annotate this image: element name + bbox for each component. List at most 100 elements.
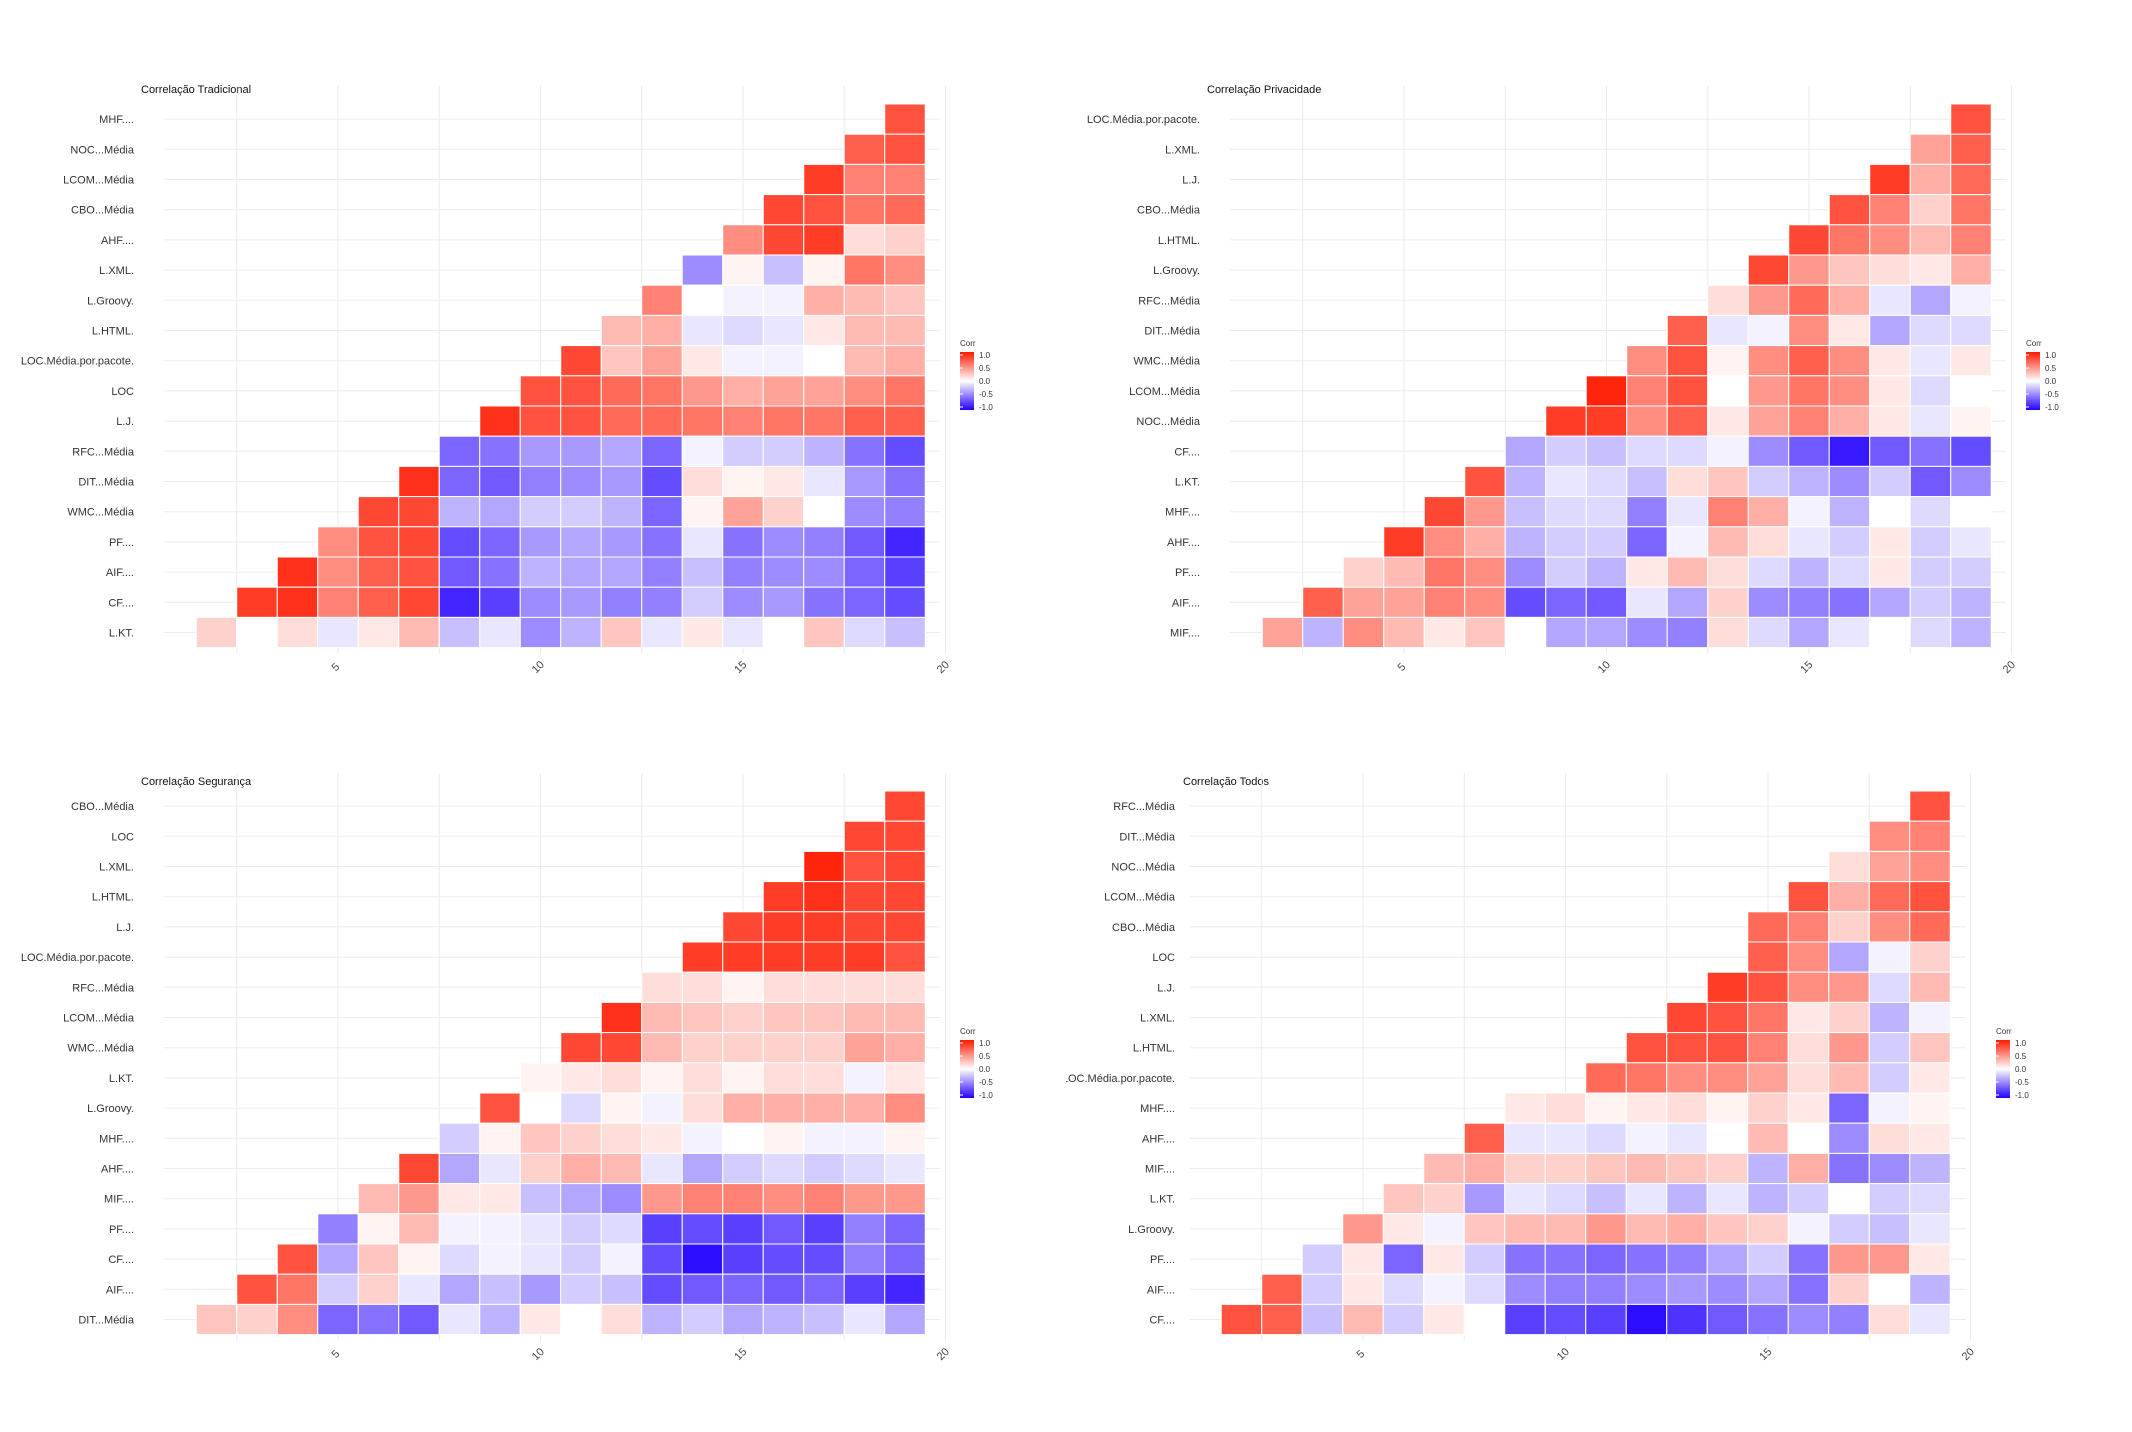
heatmap-tile: [803, 881, 845, 913]
heatmap-tile: [1869, 254, 1911, 286]
y-axis-label: CF....: [1174, 446, 1200, 458]
heatmap-tile: [1787, 1062, 1830, 1094]
x-axis-tick-label: 15: [732, 659, 749, 676]
legend-title: Corr: [1996, 1027, 2012, 1036]
heatmap-tile: [884, 1001, 926, 1034]
heatmap-tile: [1950, 133, 1992, 165]
legend-color-bar: [960, 352, 974, 410]
legend-label: -0.5: [2015, 1078, 2029, 1087]
heatmap-tile: [1788, 284, 1830, 316]
heatmap-tile: [1869, 556, 1911, 588]
heatmap-tile: [1747, 375, 1790, 407]
heatmap-tile: [1950, 284, 1992, 316]
y-axis-label: L.J.: [116, 416, 134, 428]
heatmap-tile: [1544, 1122, 1587, 1154]
heatmap-tile: [1747, 1273, 1789, 1305]
heatmap-tile: [1625, 1152, 1668, 1185]
y-axis-label: LCOM...Média: [63, 1013, 135, 1025]
heatmap-tile: [560, 1092, 602, 1124]
heatmap-tile: [560, 1213, 602, 1245]
heatmap-tile: [1585, 1273, 1627, 1305]
heatmap-tile: [641, 586, 683, 618]
heatmap-tile: [1828, 435, 1871, 467]
heatmap-tile: [1950, 314, 1992, 347]
heatmap-tile: [843, 314, 886, 347]
heatmap-tile: [762, 1001, 805, 1034]
heatmap-tile: [1869, 465, 1911, 498]
heatmap-tile: [641, 556, 683, 588]
heatmap-tile: [884, 496, 926, 528]
heatmap-tile: [1747, 405, 1790, 437]
heatmap-tile: [803, 254, 845, 286]
heatmap-tile: [1787, 1273, 1830, 1305]
heatmap-tile: [884, 163, 926, 196]
heatmap-tile: [1909, 496, 1952, 528]
y-axis-label: MHF....: [99, 114, 134, 126]
chart-title: Correlação Tradicional: [141, 84, 251, 96]
heatmap-tile: [1868, 820, 1911, 852]
heatmap-tile: [398, 526, 440, 558]
heatmap-panel-all: Correlação Todos RFC...Média DIT...Média N…: [1066, 716, 2132, 1432]
heatmap-tile: [438, 1183, 481, 1215]
heatmap-tile: [884, 1213, 926, 1245]
heatmap-tile: [762, 284, 805, 316]
heatmap-tile: [1788, 496, 1830, 528]
heatmap-tile: [1868, 881, 1911, 913]
heatmap-tile: [803, 1243, 845, 1275]
y-axis-label: AIF....: [106, 1284, 134, 1296]
heatmap-tile: [884, 465, 926, 498]
heatmap-tile: [1869, 586, 1911, 618]
heatmap-tile: [884, 1122, 926, 1154]
heatmap-tile: [1261, 1303, 1303, 1336]
heatmap-tile: [843, 586, 886, 618]
heatmap-tile: [1504, 1303, 1546, 1336]
heatmap-tile: [803, 616, 845, 649]
heatmap-tile: [722, 284, 764, 316]
heatmap-tile: [762, 224, 805, 256]
heatmap-tile: [1706, 1183, 1749, 1215]
heatmap-tile: [1423, 586, 1466, 618]
heatmap-tile: [276, 1273, 319, 1305]
heatmap-tile: [641, 971, 683, 1003]
heatmap-tile: [1504, 1122, 1546, 1154]
heatmap-tile: [681, 586, 724, 618]
heatmap-tile: [1787, 1303, 1830, 1336]
heatmap-tile: [843, 133, 886, 165]
heatmap-tile: [1625, 1273, 1668, 1305]
heatmap-tile: [1828, 1032, 1870, 1064]
y-axis-label: CBO...Média: [1137, 205, 1201, 217]
heatmap-tile: [1828, 1273, 1870, 1305]
heatmap-tile: [762, 911, 805, 943]
heatmap-tile: [884, 1303, 926, 1336]
heatmap-tile: [1868, 1062, 1911, 1094]
x-axis-tick-label: 20: [935, 1346, 952, 1363]
legend-label: -0.5: [2045, 390, 2059, 399]
heatmap-tile: [681, 1243, 724, 1275]
heatmap-tile: [1585, 465, 1628, 498]
heatmap-tile: [884, 820, 926, 852]
y-axis-label: LOC.Média.por.pacote.: [1066, 1073, 1175, 1085]
heatmap-tile: [1706, 1213, 1749, 1245]
heatmap-tile: [560, 435, 602, 467]
heatmap-tile: [1706, 1303, 1749, 1336]
heatmap-tile: [479, 1092, 521, 1124]
x-axis-tick-label: 20: [2001, 659, 2018, 676]
heatmap-tile: [438, 616, 481, 649]
heatmap-tile: [762, 971, 805, 1003]
heatmap-tile: [1626, 616, 1668, 649]
heatmap-tile: [438, 526, 481, 558]
legend-label: 0.5: [979, 364, 991, 373]
heatmap-tile: [600, 405, 643, 437]
heatmap-tile: [1585, 1152, 1627, 1185]
heatmap-tile: [1504, 526, 1547, 558]
heatmap-tile: [1707, 556, 1749, 588]
heatmap-tile: [1909, 163, 1952, 196]
heatmap-tile: [1625, 1032, 1668, 1064]
heatmap-tile: [1828, 194, 1871, 226]
heatmap-tile: [762, 1122, 805, 1154]
heatmap-tile: [479, 1183, 521, 1215]
heatmap-tile: [317, 526, 359, 558]
heatmap-tile: [1869, 314, 1911, 347]
heatmap-tile: [1707, 375, 1749, 407]
heatmap-tile: [1828, 1183, 1870, 1215]
